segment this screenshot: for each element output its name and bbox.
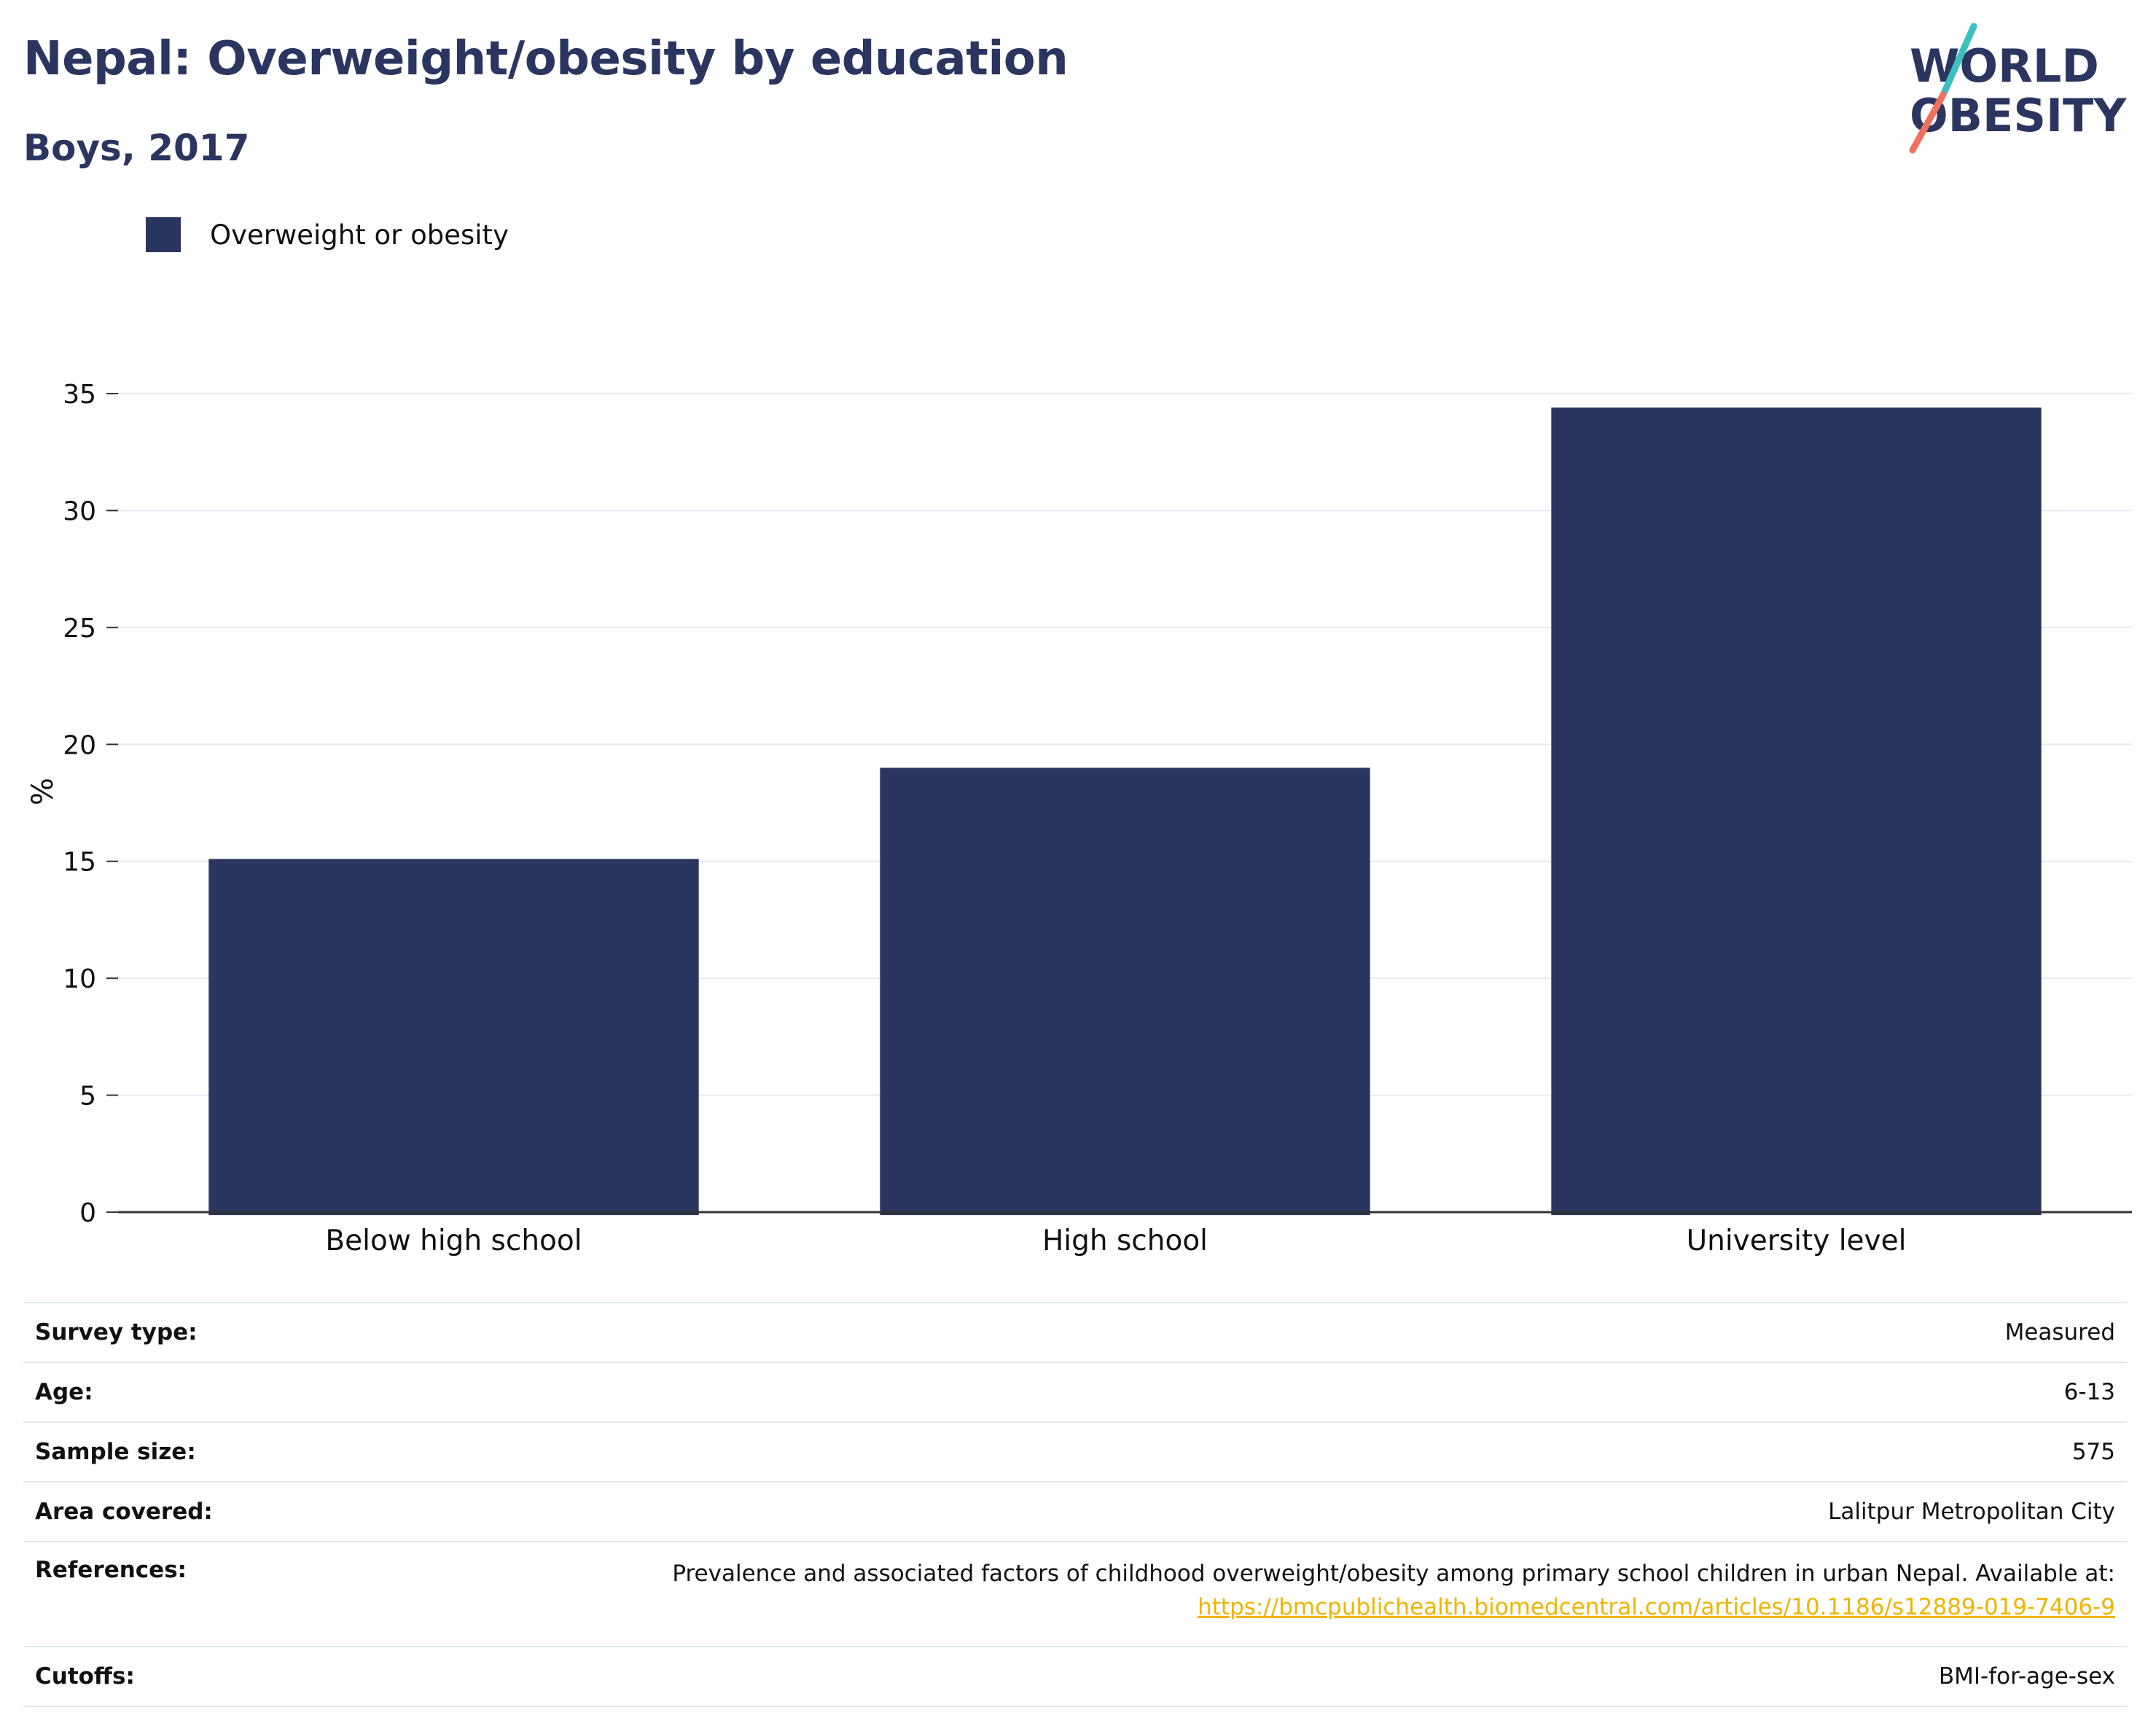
survey-type-value: Measured (484, 1302, 2127, 1362)
y-tick-label: 0 (79, 1198, 96, 1228)
legend-swatch (146, 217, 181, 252)
logo-coral-slash (1909, 91, 1947, 154)
logo-line1: WORLD (1910, 39, 2099, 93)
bar (208, 859, 699, 1215)
logo-teal-slash (1940, 23, 1977, 98)
age-value: 6-13 (484, 1362, 2127, 1422)
info-row-area-covered: Area covered: Lalitpur Metropolitan City (23, 1481, 2127, 1542)
info-row-references: References: Prevalence and associated fa… (23, 1541, 2127, 1647)
sample-size-value: 575 (484, 1421, 2127, 1482)
age-label: Age: (23, 1362, 484, 1422)
legend-label: Overweight or obesity (210, 219, 509, 251)
info-row-survey-type: Survey type: Measured (23, 1302, 2127, 1362)
survey-type-label: Survey type: (23, 1302, 484, 1362)
references-label: References: (23, 1541, 484, 1647)
survey-info-table: Survey type: Measured Age: 6-13 Sample s… (23, 1302, 2127, 1707)
bars (208, 407, 2042, 1215)
area-covered-label: Area covered: (23, 1481, 484, 1542)
y-tick-label: 35 (63, 380, 96, 410)
cutoffs-value: BMI-for-age-sex (484, 1646, 2127, 1707)
sample-size-label: Sample size: (23, 1421, 484, 1482)
references-text: Prevalence and associated factors of chi… (672, 1561, 2115, 1587)
bar (880, 768, 1370, 1215)
world-obesity-logo: WORLD OBESITY (1909, 23, 2127, 154)
y-tick-label: 10 (63, 964, 96, 994)
x-category-label: High school (1042, 1225, 1208, 1257)
chart-legend: Overweight or obesity (146, 217, 509, 252)
cutoffs-label: Cutoffs: (23, 1646, 484, 1707)
page-title: Nepal: Overweight/obesity by education (23, 32, 1069, 86)
area-covered-value: Lalitpur Metropolitan City (484, 1481, 2127, 1542)
axes: 0 5 10 15 20 25 30 35 Below high school High scho… (63, 380, 2132, 1257)
info-row-sample-size: Sample size: 575 (23, 1421, 2127, 1482)
y-tick-label: 15 (63, 848, 96, 878)
info-row-cutoffs: Cutoffs: BMI-for-age-sex (23, 1646, 2127, 1707)
logo-line2: OBESITY (1910, 89, 2127, 142)
y-tick-label: 30 (63, 496, 96, 526)
y-tick-label: 25 (63, 614, 96, 644)
bar-chart: 0 5 10 15 20 25 30 35 Below high school High scho… (26, 380, 2132, 1257)
page-subtitle: Boys, 2017 (23, 127, 250, 169)
references-link[interactable]: https://bmcpublichealth.biomedcentral.co… (1198, 1594, 2115, 1620)
y-tick-label: 20 (63, 730, 96, 760)
references-value: Prevalence and associated factors of chi… (484, 1541, 2127, 1647)
y-tick-label: 5 (79, 1082, 96, 1112)
x-category-label: University level (1687, 1225, 1907, 1257)
info-row-age: Age: 6-13 (23, 1362, 2127, 1422)
y-axis-title: % (26, 778, 60, 805)
bar (1551, 407, 2042, 1215)
x-category-label: Below high school (325, 1225, 582, 1257)
